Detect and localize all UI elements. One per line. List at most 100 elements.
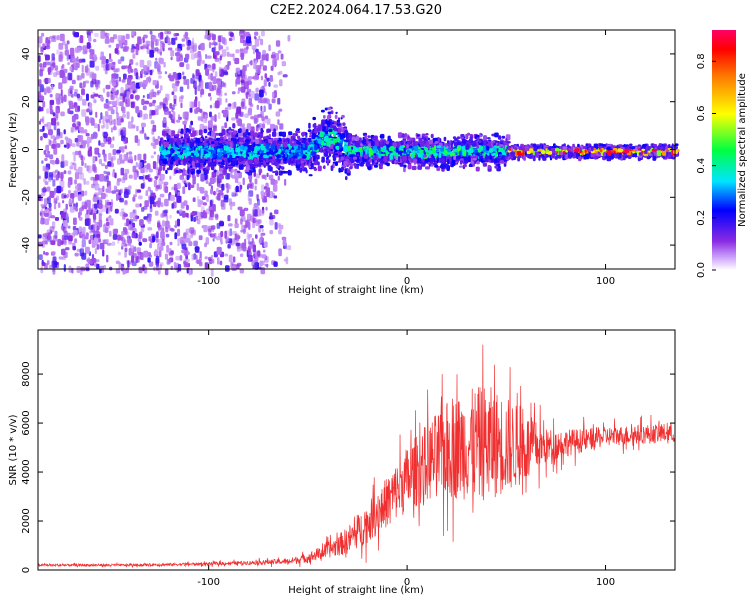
spectrogram-cell [40, 203, 45, 207]
spectrogram-cell [262, 123, 265, 129]
spectrogram-cell [59, 33, 65, 42]
spectrogram-cell [86, 93, 89, 101]
spectrogram-cell [231, 91, 236, 95]
spectrogram-cell [208, 228, 212, 236]
spectrogram-cell [156, 231, 159, 239]
spectrogram-cell [92, 213, 96, 220]
spectrogram-cell [56, 97, 61, 105]
spectrogram-cell [238, 87, 243, 92]
spectrogram-cell [126, 231, 130, 240]
spectrogram-cell [85, 180, 90, 185]
spectrogram-cell [261, 116, 265, 121]
spectrogram-cell [92, 230, 97, 234]
spectrogram-cell [74, 252, 79, 257]
spectrogram-cell [231, 191, 235, 195]
spectrogram-cell [104, 70, 108, 75]
spectrogram-cell [159, 250, 162, 258]
spectrogram-cell [271, 98, 276, 104]
spectrogram-cell [95, 65, 100, 71]
spectrogram-cell [77, 105, 80, 112]
spectrogram-cell [160, 213, 164, 218]
spectrogram-cell [103, 170, 107, 175]
spectrogram-cell [92, 196, 98, 202]
spectrogram-cell [108, 215, 112, 219]
spectrogram-cell [82, 50, 88, 55]
spectrogram-cell [135, 162, 138, 168]
spectrogram-cell [69, 66, 73, 72]
spectrogram-cell [254, 185, 257, 191]
spectrogram-cell [270, 54, 276, 59]
spectrogram-cell [172, 111, 176, 118]
spectrogram-cell [127, 260, 130, 268]
spectrogram-cell [192, 168, 195, 173]
spectrogram-cell [141, 207, 145, 212]
spectrogram-cell [45, 37, 49, 44]
spectrogram-cell [174, 189, 177, 194]
spectrogram-cell [177, 138, 180, 144]
spectrogram-cell [276, 143, 280, 150]
spectrogram-cell [197, 50, 201, 58]
spectrogram-cell [157, 197, 161, 205]
spectrogram-cell [85, 213, 90, 219]
spectrogram-cell [175, 52, 180, 57]
spectrogram-cell [103, 103, 109, 109]
spectrogram-cell [153, 151, 156, 155]
spectrogram-cell [55, 134, 60, 140]
spectrogram-cell [281, 61, 286, 67]
spectrogram-cell [150, 155, 154, 159]
spectrogram-cell [156, 260, 159, 267]
spectrogram-cell [60, 173, 64, 182]
spectrogram-cell [56, 105, 59, 110]
spectrogram-cell [131, 31, 135, 37]
spectrogram-cell [82, 226, 86, 234]
spectrogram-cell [63, 129, 66, 135]
spectrogram-cell [169, 75, 175, 82]
spectrogram-cell [254, 31, 259, 36]
spectrogram-cell [152, 124, 157, 132]
spectrogram-cell [148, 261, 154, 267]
spectrogram-cell [253, 142, 256, 148]
spectrogram-cell [142, 113, 146, 121]
spectrogram-cell [308, 174, 313, 177]
spectrogram-cell [58, 256, 64, 260]
spectrogram-cell [164, 30, 169, 35]
spectrogram-cell [342, 122, 346, 126]
spectrogram-cell [269, 159, 273, 162]
spectrogram-cell [39, 118, 44, 122]
spectrogram-cell [287, 34, 291, 42]
spectrogram-cell [122, 128, 127, 136]
spectrogram-cell [158, 57, 163, 64]
spectrogram-cell [152, 161, 157, 169]
spectrogram-cell [195, 254, 198, 260]
spectrogram-cell [79, 35, 84, 44]
spectrogram-cell [119, 197, 124, 203]
spectrogram-cell [89, 230, 93, 234]
spectrogram-cell [78, 226, 83, 233]
spectrogram-cell [75, 185, 78, 190]
spectrogram-cell [252, 253, 256, 259]
figure-title: C2E2.2024.064.17.53.G20 [270, 3, 442, 18]
spectrogram-cell [137, 234, 141, 243]
spectrogram-cell [257, 198, 260, 206]
spectrogram-cell [169, 214, 172, 219]
spectrogram-cell [89, 53, 93, 60]
spectrogram-cell [245, 92, 249, 99]
spectrogram-cell [38, 175, 41, 180]
spectrogram-cell [165, 226, 169, 233]
spectrogram-cell [228, 130, 232, 133]
spectrogram-cell [121, 79, 126, 83]
spectrogram-cell [198, 235, 203, 241]
spectrogram-cell [264, 91, 267, 96]
spectrogram-cell [163, 209, 169, 214]
spectrogram-cell [332, 161, 338, 164]
spectrogram-cell [211, 34, 216, 41]
spectrogram-cell [194, 246, 200, 251]
spectrogram-cell [70, 193, 75, 199]
spectrogram-cell [235, 49, 240, 54]
spectrogram-cell [63, 94, 67, 102]
spectrogram-cell [280, 152, 284, 155]
spectrogram-cell [195, 215, 199, 221]
spectrogram-cell [165, 37, 171, 42]
spectrogram-cell [142, 80, 148, 87]
